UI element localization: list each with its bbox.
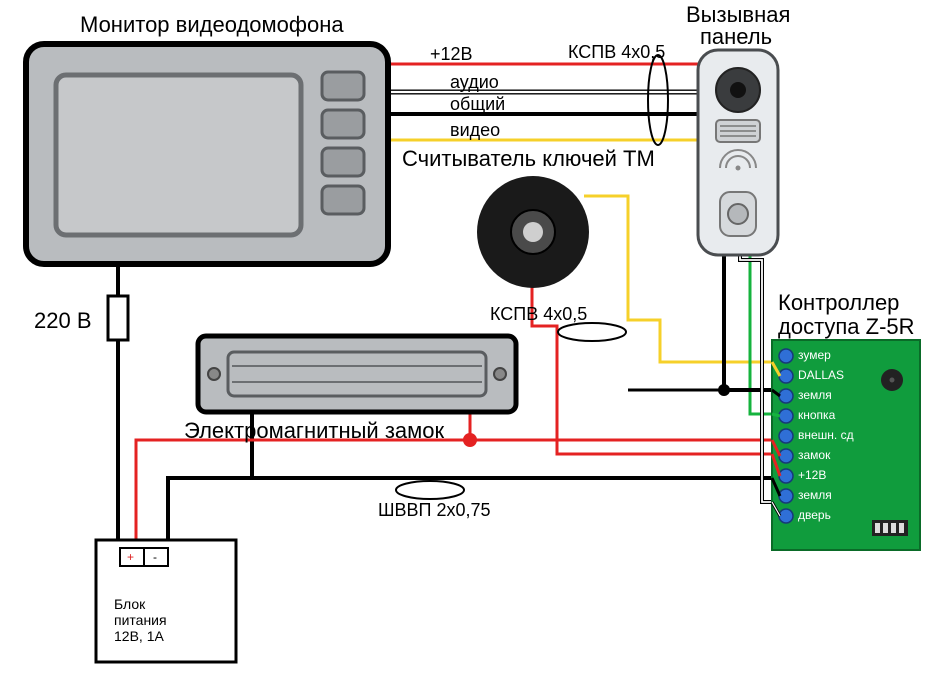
pin-door: дверь [798, 508, 831, 522]
term-extled [779, 429, 793, 443]
pin-12v: +12В [798, 468, 826, 482]
cable-label-mid1: КСПВ 4х0,5 [490, 304, 587, 325]
term-lock [779, 449, 793, 463]
em-lock-title: Электромагнитный замок [184, 418, 444, 444]
term-button [779, 409, 793, 423]
wire-door-outline [740, 255, 772, 502]
pin-lock: замок [798, 448, 830, 462]
term-door [779, 509, 793, 523]
cable-sleeve-mid1 [558, 323, 626, 341]
monitor-btn-2 [322, 110, 364, 138]
term-dallas [779, 369, 793, 383]
wire-psu-black [168, 478, 252, 540]
controller-title-2: доступа Z-5R [778, 314, 915, 340]
cable-sleeve-top [648, 55, 668, 145]
pin-gnd1: земля [798, 388, 832, 402]
wire-psu-red [136, 440, 470, 540]
reader-contact [523, 222, 543, 242]
cable-sleeve-mid2 [396, 481, 464, 499]
wire-panel-black [724, 255, 772, 390]
pin-dallas: DALLAS [798, 368, 844, 382]
cable-label-top: КСПВ 4х0,5 [568, 42, 665, 63]
reader-title: Считыватель ключей ТМ [402, 146, 655, 172]
pin-gnd2: земля [798, 488, 832, 502]
call-panel-lens [730, 82, 746, 98]
wire-label-audio: аудио [450, 72, 499, 93]
mains-box [108, 296, 128, 340]
call-panel-title-2: панель [700, 24, 772, 50]
term-zummer [779, 349, 793, 363]
monitor-btn-1 [322, 72, 364, 100]
term-gnd1 [779, 389, 793, 403]
wire-label-common: общий [450, 94, 505, 115]
wire-lock-red [470, 412, 772, 440]
pin-extled: внешн. сд [798, 428, 854, 442]
voltage-220-label: 220 В [34, 308, 92, 334]
cable-label-shvvp: ШВВП 2х0,75 [378, 500, 491, 521]
pin-button: кнопка [798, 408, 835, 422]
monitor-title: Монитор видеодомофона [80, 12, 344, 38]
psu-minus: - [153, 550, 157, 564]
monitor-screen [56, 75, 301, 235]
psu-plus: + [127, 550, 134, 564]
controller-title-1: Контроллер [778, 290, 899, 316]
psu-line-3: 12В, 1А [114, 628, 164, 644]
wire-label-video: видео [450, 120, 500, 141]
wire-door-white [740, 255, 772, 502]
monitor-btn-3 [322, 148, 364, 176]
em-lock-plate [228, 352, 486, 396]
term-gnd2 [779, 489, 793, 503]
term-12v [779, 469, 793, 483]
pin-zummer: зумер [798, 348, 831, 362]
psu-line-1: Блок [114, 596, 145, 612]
psu-line-2: питания [114, 612, 167, 628]
monitor-btn-4 [322, 186, 364, 214]
wire-label-12v: +12В [430, 44, 473, 65]
